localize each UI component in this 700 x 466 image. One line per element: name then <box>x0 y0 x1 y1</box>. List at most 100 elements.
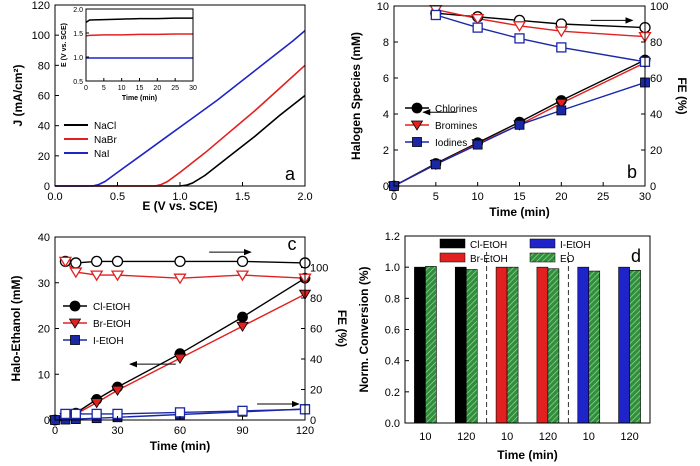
y-tick-label-a-2: 40 <box>38 121 50 133</box>
legend-label-c-0: Cl-EtOH <box>93 302 130 313</box>
y-axis-label-b: Halogen Species (mM) <box>349 32 363 160</box>
y-tick-label-d-3: 0.6 <box>385 325 400 337</box>
y-tick-label-c-4: 40 <box>38 232 50 244</box>
y2-tick-label-b-3: 60 <box>650 73 662 85</box>
legend-label-d-0: Cl-EtOH <box>470 240 507 251</box>
y-tick-label-c-2: 20 <box>38 324 50 336</box>
data-point-c-4-3 <box>110 270 125 282</box>
x-tick-label-d-1: 120 <box>457 431 475 443</box>
bar-halo-etoh-1 <box>454 266 467 424</box>
bar-eo-3 <box>547 268 560 424</box>
x-axis-label-b: Time (min) <box>489 205 549 219</box>
panel-label-b: b <box>627 162 637 182</box>
y-tick-label-b-3: 6 <box>383 73 389 85</box>
inset-background <box>86 9 193 81</box>
y-tick-label-b-1: 2 <box>383 145 389 157</box>
y-tick-label-a-4: 80 <box>38 60 50 72</box>
inset-y-axis-label: E (V vs. SCE) <box>61 23 68 67</box>
inset-a: 0 5 10 15 20 25 30 0.5 1.0 1.5 2.0 Time (min) E (V v… <box>61 7 197 102</box>
x-tick-label-b-3: 15 <box>513 191 525 203</box>
y-tick-label-b-5: 10 <box>377 1 389 13</box>
y2-tick-label-c-5: 100 <box>310 263 328 275</box>
series-line-nabr <box>55 64 306 187</box>
y-axis-label-a: J (mA/cm²) <box>11 64 25 126</box>
x-tick-label-c-1: 30 <box>111 425 123 437</box>
data-point-b-5-0 <box>430 9 441 21</box>
x-tick-label-c-3: 90 <box>236 425 248 437</box>
bar-halo-etoh-0 <box>414 266 426 424</box>
inset-x-tick-label-1: 5 <box>102 85 106 92</box>
y-tick-label-d-2: 0.4 <box>385 356 400 368</box>
inset-x-axis-label: Time (min) <box>122 95 157 102</box>
bar-halo-etoh-3 <box>536 266 549 424</box>
axes-frame <box>404 235 651 424</box>
inset-line-nabr <box>85 33 193 37</box>
x-tick-label-b-4: 20 <box>555 191 567 203</box>
data-point-c-5-0 <box>60 408 71 420</box>
y-tick-label-a-6: 120 <box>32 0 50 12</box>
data-point-c-3-2 <box>91 255 103 268</box>
data-point-c-4-1 <box>69 267 83 279</box>
x-tick-label-d-4: 10 <box>583 431 595 443</box>
data-point-b-5-2 <box>514 33 525 44</box>
data-point-c-5-4 <box>174 407 186 418</box>
legend-label-b-2: Iodines <box>435 138 467 149</box>
x-axis-label-d: Time (min) <box>497 448 557 462</box>
y2-tick-label-c-1: 20 <box>310 385 322 397</box>
y2-tick-label-b-1: 20 <box>650 145 662 157</box>
y-tick-label-a-1: 20 <box>38 151 50 163</box>
inset-y-tick-label-3: 2.0 <box>73 7 83 14</box>
legend-marker-b-1 <box>410 120 424 131</box>
data-point-c-3-5 <box>236 255 249 268</box>
legend-swatch-d-2 <box>439 252 466 263</box>
x-axis-label-c: Time (min) <box>150 439 210 453</box>
x-tick-label-c-0: 0 <box>52 425 58 437</box>
panel-label-a: a <box>285 164 296 184</box>
y-axis-label-c: Halo-Ethanol (mM) <box>9 276 23 382</box>
bar-halo-etoh-2 <box>495 266 508 424</box>
y2-tick-label-b-5: 100 <box>650 1 668 13</box>
y2-tick-label-b-4: 80 <box>650 37 662 49</box>
y-tick-label-c-1: 10 <box>38 369 50 381</box>
bar-eo-2 <box>506 266 519 424</box>
x-tick-label-d-5: 120 <box>620 431 638 443</box>
legend-label-c-1: Br-EtOH <box>93 319 131 330</box>
y-tick-label-b-2: 4 <box>383 109 389 121</box>
series-line-b-4 <box>435 8 646 38</box>
legend-label-d-2: Br-EtOH <box>470 254 508 265</box>
data-point-b-1-4 <box>555 98 568 109</box>
x-tick-label-d-3: 120 <box>539 431 557 443</box>
y-axis-label-d: Norm. Conversion (%) <box>357 266 371 392</box>
legend-label-d-1: I-EtOH <box>560 240 591 251</box>
data-point-c-4-5 <box>235 270 250 282</box>
inset-x-tick-label-6: 30 <box>189 85 197 92</box>
bar-halo-etoh-5 <box>618 266 630 424</box>
x-axis-label-a: E (V vs. SCE) <box>142 199 217 213</box>
y-tick-label-c-3: 30 <box>38 278 50 290</box>
legend-marker-c-0 <box>69 300 81 312</box>
data-point-c-5-1 <box>70 408 81 420</box>
y-tick-label-a-0: 0 <box>44 181 50 193</box>
data-point-c-4-4 <box>173 273 187 285</box>
inset-y-tick-label-0: 0.5 <box>73 79 83 86</box>
y-tick-label-c-0: 0 <box>44 415 50 427</box>
legend-marker-c-1 <box>68 318 82 329</box>
y2-tick-label-c-4: 80 <box>310 293 322 305</box>
data-point-c-4-0 <box>58 256 73 268</box>
data-point-b-4-2 <box>512 21 527 33</box>
bar-eo-0 <box>425 266 437 424</box>
y2-axis-label-b: FE (%) <box>675 77 689 114</box>
data-point-c-3-4 <box>174 255 186 268</box>
y2-tick-label-b-2: 40 <box>650 109 662 121</box>
legend-marker-b-0 <box>411 102 423 114</box>
y-tick-label-b-4: 8 <box>383 37 389 49</box>
data-point-c-1-6 <box>236 321 249 332</box>
legend-label-d-3: EO <box>560 254 575 265</box>
y-tick-label-d-1: 0.2 <box>385 387 400 399</box>
x-tick-label-b-0: 0 <box>391 191 397 203</box>
y-tick-label-d-6: 1.2 <box>385 231 400 243</box>
legend-label-c-2: I-EtOH <box>93 336 124 347</box>
panel-label-d: d <box>631 246 641 266</box>
